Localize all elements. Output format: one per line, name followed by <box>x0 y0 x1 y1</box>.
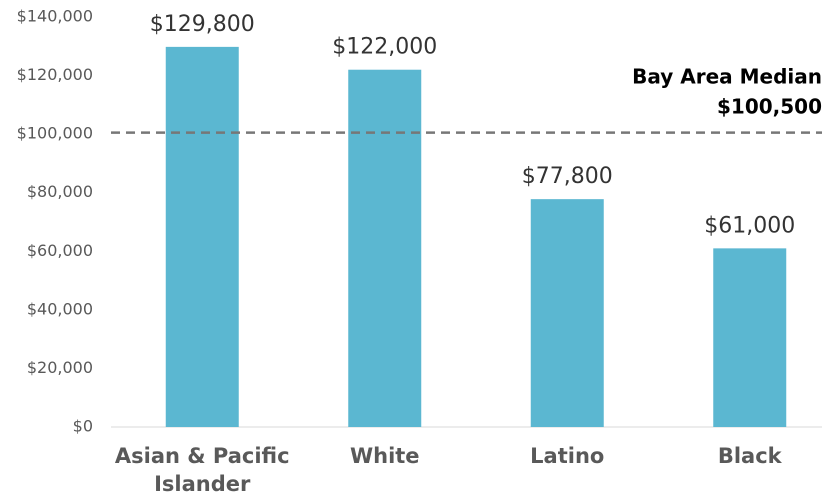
bar <box>348 69 422 427</box>
y-tick-label: $60,000 <box>27 241 93 260</box>
data-label: $61,000 <box>704 213 795 238</box>
y-tick-label: $100,000 <box>17 124 93 143</box>
y-tick-label: $20,000 <box>27 358 93 377</box>
y-tick-label: $0 <box>73 417 93 436</box>
x-tick-label: Latino <box>530 444 605 468</box>
y-tick-label: $120,000 <box>17 65 93 84</box>
x-tick-label: White <box>349 444 420 468</box>
bar <box>165 46 239 427</box>
x-tick-label: Black <box>717 444 782 468</box>
reference-label: $100,500 <box>717 95 822 119</box>
data-label: $77,800 <box>522 164 613 189</box>
bar <box>530 199 604 427</box>
reference-name: Bay Area Median <box>632 65 822 89</box>
y-tick-label: $80,000 <box>27 182 93 201</box>
y-tick-label: $40,000 <box>27 299 93 318</box>
bar <box>713 248 787 427</box>
x-tick-label: Asian & Pacific Islander <box>114 444 290 496</box>
y-tick-label: $140,000 <box>17 7 93 26</box>
data-label: $129,800 <box>150 12 255 37</box>
data-label: $122,000 <box>332 35 437 60</box>
